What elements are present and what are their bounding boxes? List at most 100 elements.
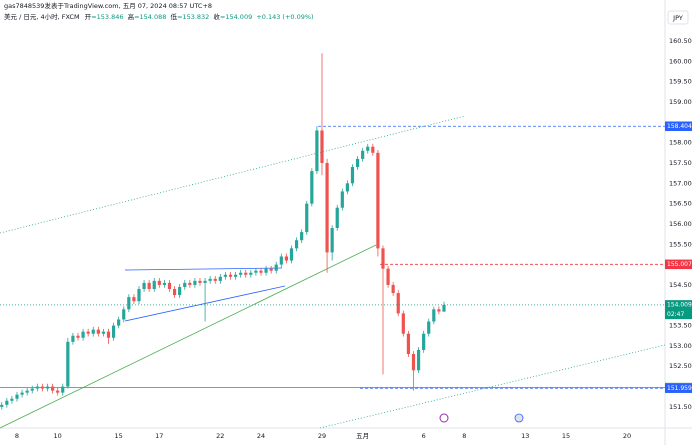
candle-body bbox=[127, 297, 131, 310]
y-tick-label: 158.000 bbox=[669, 139, 692, 147]
x-tick-label: 五月 bbox=[356, 432, 369, 440]
candle-body bbox=[122, 309, 126, 320]
x-tick-label: 8 bbox=[462, 432, 466, 440]
candle-body bbox=[61, 386, 65, 393]
candle-body bbox=[284, 256, 289, 261]
candle-body bbox=[361, 150, 365, 159]
candle-body bbox=[411, 354, 416, 371]
candle-body bbox=[152, 280, 156, 289]
candle-body bbox=[81, 331, 85, 338]
candle-body bbox=[366, 146, 370, 151]
candle-body bbox=[117, 319, 121, 326]
symbol: 美元 / 日元, 4小时, FXCM bbox=[4, 12, 80, 21]
candle-body bbox=[259, 270, 263, 273]
candle-body bbox=[335, 207, 339, 229]
x-tick-label: 24 bbox=[257, 432, 265, 440]
ohlc-label: 高 bbox=[128, 12, 135, 21]
candle-body bbox=[350, 167, 355, 184]
candle-body bbox=[355, 158, 360, 168]
x-tick-label: 13 bbox=[521, 432, 529, 440]
candle-body bbox=[401, 313, 405, 334]
candle-body bbox=[274, 264, 278, 271]
price-badge-label: 158.404 bbox=[667, 123, 692, 130]
candle-body bbox=[294, 240, 299, 249]
candle-body bbox=[427, 321, 431, 334]
price-badge bbox=[665, 383, 692, 393]
candle-body bbox=[132, 297, 136, 302]
candle-body bbox=[162, 282, 167, 285]
candle-body bbox=[30, 388, 34, 391]
candle-body bbox=[0, 404, 4, 407]
countdown: 02:47 bbox=[667, 311, 684, 318]
price-badge bbox=[665, 121, 692, 131]
candle-body bbox=[320, 130, 324, 163]
x-tick-label: 20 bbox=[623, 432, 631, 440]
y-tick-label: 160.000 bbox=[669, 57, 692, 65]
y-tick-label: 160.500 bbox=[669, 37, 692, 45]
candle-body bbox=[330, 228, 334, 253]
candle-body bbox=[142, 282, 146, 289]
candle-body bbox=[71, 335, 75, 342]
event-icon[interactable] bbox=[439, 413, 449, 423]
candle-body bbox=[101, 331, 106, 334]
plot-area bbox=[0, 53, 446, 410]
y-tick-label: 157.500 bbox=[669, 159, 692, 167]
candle-body bbox=[376, 152, 380, 249]
candle-body bbox=[147, 282, 151, 289]
ohlc-value: =153.832 bbox=[177, 13, 209, 21]
candle-body bbox=[56, 390, 60, 393]
candle-body bbox=[5, 400, 9, 405]
candle-body bbox=[228, 274, 233, 277]
ohlc-label: 低 bbox=[170, 12, 177, 21]
candle-body bbox=[315, 130, 319, 172]
candle-body bbox=[25, 390, 29, 393]
candle-body bbox=[96, 329, 100, 334]
x-tick-label: 17 bbox=[155, 432, 163, 440]
y-tick-label: 156.000 bbox=[669, 220, 692, 228]
candle-body bbox=[416, 349, 421, 371]
candle-body bbox=[167, 282, 172, 289]
y-tick-label: 155.500 bbox=[669, 240, 692, 248]
candle-body bbox=[20, 392, 24, 395]
candle-body bbox=[218, 276, 222, 281]
currency: JPY bbox=[672, 14, 683, 22]
y-tick-label: 159.000 bbox=[669, 98, 692, 106]
x-tick-label: 6 bbox=[422, 432, 426, 440]
event-icon[interactable] bbox=[514, 413, 524, 423]
candle-body bbox=[244, 272, 248, 275]
ohlc-value: =153.846 bbox=[91, 13, 123, 21]
y-tick-label: 151.500 bbox=[669, 403, 692, 411]
ohlc-label: 收 bbox=[213, 12, 220, 21]
candle-body bbox=[264, 268, 268, 273]
candle-body bbox=[300, 232, 304, 241]
y-tick-label: 153.000 bbox=[669, 342, 692, 350]
candle-body bbox=[76, 335, 80, 338]
trend-line bbox=[0, 244, 377, 429]
change: +0.143 (+0.09%) bbox=[256, 13, 313, 21]
candle-body bbox=[137, 288, 141, 302]
candle-body bbox=[233, 274, 238, 277]
candle-body bbox=[249, 272, 253, 275]
candle-body bbox=[91, 329, 95, 334]
candle-body bbox=[381, 248, 385, 269]
candle-body bbox=[50, 386, 55, 391]
currency-box bbox=[667, 10, 689, 25]
x-tick-label: 8 bbox=[15, 432, 19, 440]
y-tick-label: 154.500 bbox=[669, 281, 692, 289]
candle-body bbox=[178, 286, 182, 296]
candle-body bbox=[106, 331, 111, 338]
price-badge-label: 151.959 bbox=[667, 385, 692, 392]
candle-body bbox=[310, 171, 314, 204]
candle-body bbox=[203, 280, 207, 283]
candle-body bbox=[193, 280, 197, 285]
price-badge bbox=[665, 300, 692, 320]
trend-line bbox=[319, 344, 666, 429]
ohlc-value: =154.088 bbox=[134, 13, 166, 21]
price-badge bbox=[665, 259, 692, 270]
x-tick-label: 22 bbox=[216, 432, 224, 440]
candle-body bbox=[345, 183, 350, 192]
x-tick-label: 15 bbox=[115, 432, 123, 440]
candle-body bbox=[391, 284, 395, 294]
candle-body bbox=[223, 274, 228, 277]
ohlc-value: =154.009 bbox=[220, 13, 252, 21]
